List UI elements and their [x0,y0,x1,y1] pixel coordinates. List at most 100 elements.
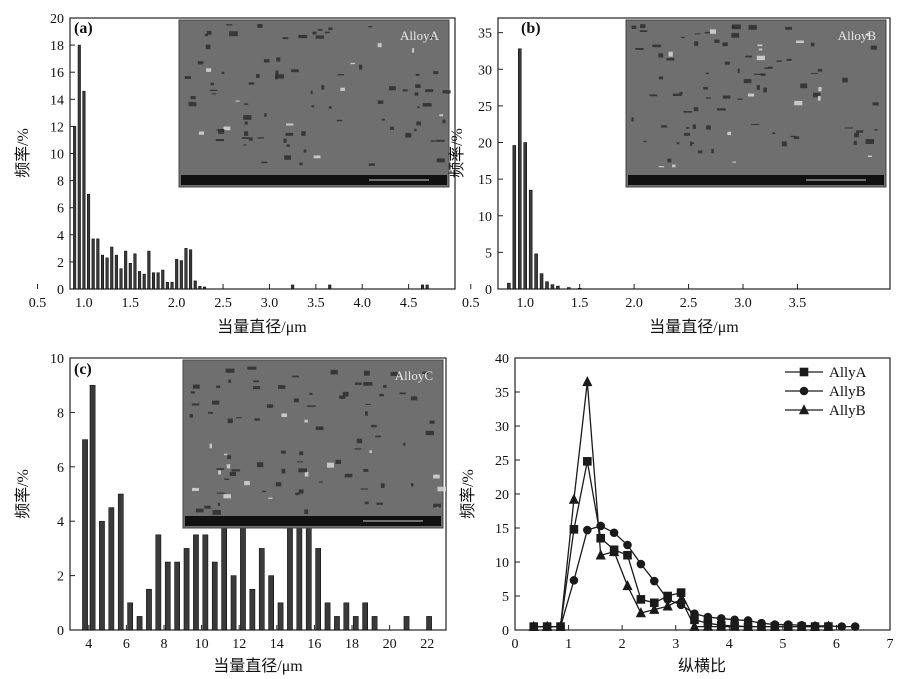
micrograph-feature [317,29,323,31]
micrograph-image [182,359,444,529]
micrograph-feature [284,155,292,160]
legend-label: AllyB [829,403,866,419]
data-point [796,620,807,631]
micrograph-feature [747,93,755,97]
micrograph-feature [281,468,286,474]
bar [202,286,207,290]
micrograph-feature [190,391,195,394]
micrograph-feature [216,492,226,494]
micrograph-feature [264,113,267,117]
micrograph-feature [422,371,429,375]
panel-label: (c) [74,361,92,378]
micrograph-feature [295,492,300,496]
x-tick-label: 1.5 [571,296,589,311]
micrograph-feature [757,44,763,47]
bar [136,616,143,631]
micrograph-inset: AlloyC [182,359,446,529]
x-tick-label: 3.5 [789,296,807,311]
y-tick-label: 4 [57,515,64,530]
bar [550,284,555,290]
micrograph-feature [417,106,420,109]
bar [258,548,265,631]
micrograph-feature [236,417,242,419]
x-tick-label: 4 [85,637,92,652]
micrograph-label: AlloyC [395,368,433,383]
y-tick-label: 0 [502,624,509,639]
x-tick-label: 2.0 [168,296,186,311]
micrograph-feature [363,468,369,472]
micrograph-feature [649,94,658,97]
micrograph-feature [691,142,695,144]
data-point [555,620,566,631]
x-tick-label: 2.5 [214,296,232,311]
data-point [769,620,780,631]
micrograph-feature [731,25,736,28]
micrograph-feature [241,137,249,139]
y-tick-label: 2 [57,256,64,271]
micrograph-feature [679,91,683,95]
micrograph-feature [437,486,446,492]
y-tick-label: 30 [495,420,509,435]
micrograph-feature [365,403,371,405]
micrograph-feature [335,459,342,464]
micrograph-feature [403,442,406,446]
micrograph-feature [794,100,803,106]
micrograph-feature [717,108,726,111]
series-2 [528,376,834,631]
micrograph-feature [275,74,285,79]
micrograph-feature [764,67,773,69]
micrograph-feature [658,76,664,80]
plot-frame [497,17,891,290]
data-point [569,525,579,534]
data-point [850,622,860,631]
micrograph-feature [709,29,716,34]
data-point [582,376,593,387]
series-1 [529,521,860,631]
y-tick-label: 18 [50,39,64,54]
plot-frame [69,357,447,631]
bar [507,282,511,290]
x-axis-label: 当量直径/μm [649,318,739,336]
micrograph-feature [218,470,221,475]
y-axis-label: 频率/% [14,128,32,178]
micrograph-feature [291,69,299,73]
micrograph-feature [363,370,370,376]
x-axis-label: 当量直径/μm [213,657,303,675]
micrograph-feature [410,483,414,487]
micrograph-feature [311,105,315,108]
micrograph-feature [344,473,353,478]
micrograph-feature [286,123,294,126]
bar [556,285,560,290]
micrograph-feature [660,125,668,128]
bar [425,284,429,290]
micrograph-feature [751,123,760,125]
bar [426,616,432,631]
micrograph-feature [280,450,286,454]
micrograph-feature [195,508,204,513]
bar [133,253,137,290]
micrograph-feature [690,141,693,147]
x-tick-label: 8 [161,637,168,652]
micrograph-feature [872,102,879,106]
micrograph-feature [640,24,646,29]
micrograph-feature [223,494,231,499]
micrograph-feature [402,89,408,92]
micrograph-feature [261,490,267,493]
bar [184,248,188,290]
y-tick-label: 15 [478,173,492,188]
bar [110,246,114,290]
micrograph-feature [286,144,290,147]
micrograph-feature [813,92,821,98]
micrograph-feature [793,136,800,139]
bar [193,534,199,631]
bar [119,268,123,290]
micrograph-feature [304,471,309,477]
micrograph-feature [293,398,299,403]
micrograph-feature [315,35,324,39]
bar [534,253,538,290]
micrograph-feature [683,111,693,113]
micrograph-feature [754,73,763,75]
data-point [583,457,592,466]
micrograph-feature [639,30,648,33]
micrograph-feature [276,57,281,62]
